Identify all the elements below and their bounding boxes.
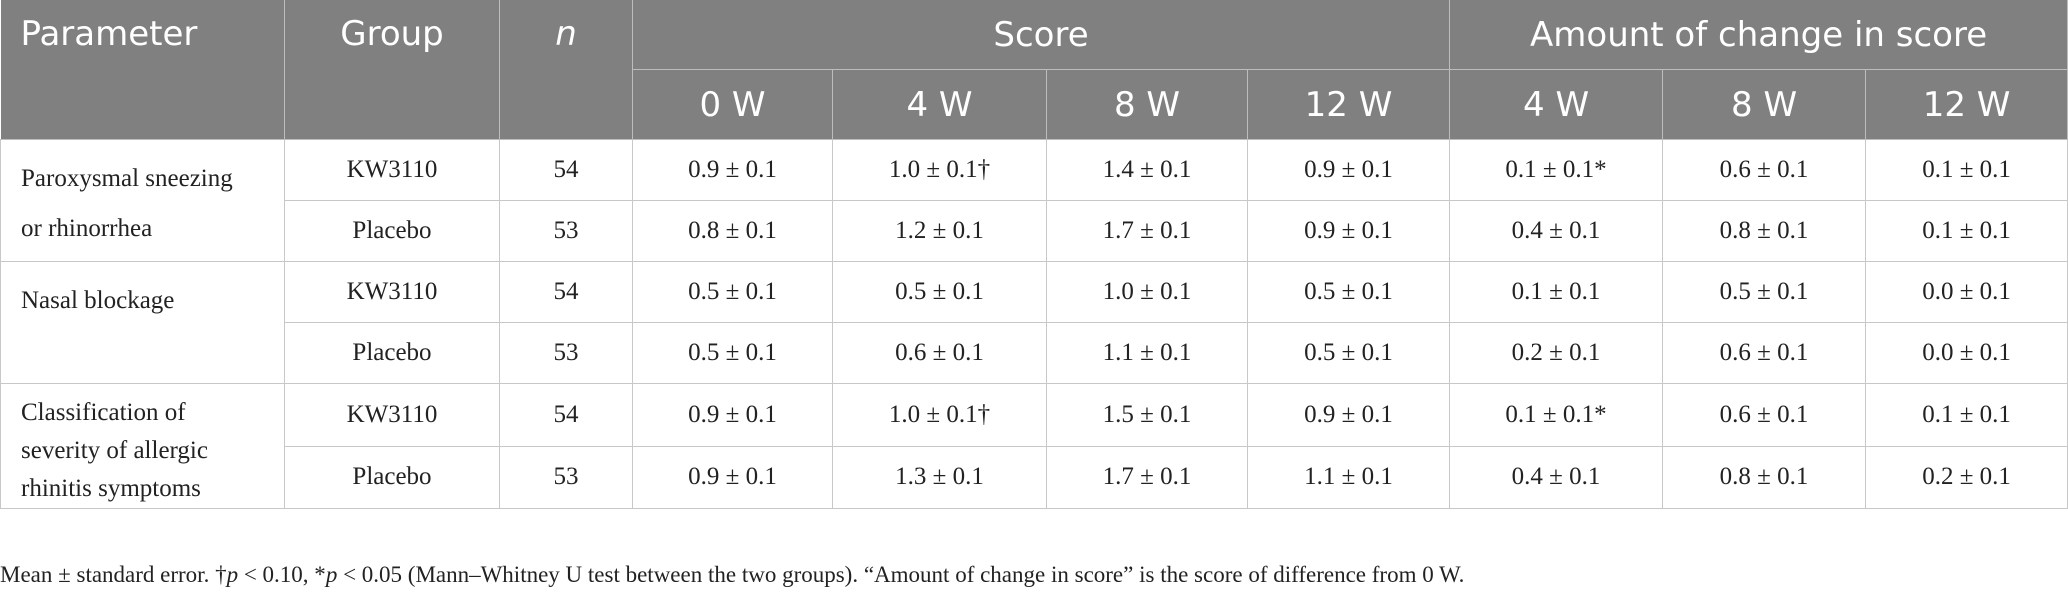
n-cell: 54 <box>499 261 633 323</box>
change-cell: 0.6 ± 0.1 <box>1662 139 1867 201</box>
group-cell: KW3110 <box>284 139 500 201</box>
change-cell: 0.6 ± 0.1 <box>1662 322 1867 384</box>
parameter-line: Classification of <box>21 399 186 426</box>
score-cell: 0.9 ± 0.1 <box>1246 383 1451 447</box>
change-cell: 0.4 ± 0.1 <box>1449 200 1664 262</box>
parameter-cell: Classification of severity of allergic r… <box>0 383 285 509</box>
table-footnote: Mean ± standard error. †p < 0.10, *p < 0… <box>0 562 2068 588</box>
n-cell: 53 <box>499 445 633 509</box>
group-cell: Placebo <box>284 445 500 509</box>
header-change-week: 8 W <box>1662 69 1867 140</box>
header-change-week: 12 W <box>1865 69 2068 140</box>
change-cell: 0.1 ± 0.1* <box>1449 383 1664 447</box>
header-change: Amount of change in score <box>1449 0 2068 70</box>
score-cell: 1.2 ± 0.1 <box>832 200 1047 262</box>
score-cell: 0.5 ± 0.1 <box>632 261 833 323</box>
n-cell: 54 <box>499 139 633 201</box>
header-score-week: 0 W <box>632 69 833 140</box>
table-row: Placebo 53 0.8 ± 0.1 1.2 ± 0.1 1.7 ± 0.1… <box>1 200 2068 262</box>
parameter-cell: Paroxysmal sneezing or rhinorrhea <box>0 139 285 262</box>
change-cell: 0.1 ± 0.1 <box>1449 261 1664 323</box>
change-cell: 0.1 ± 0.1 <box>1865 383 2068 447</box>
table-row: Placebo 53 0.9 ± 0.1 1.3 ± 0.1 1.7 ± 0.1… <box>1 445 2068 509</box>
change-cell: 0.1 ± 0.1 <box>1865 200 2068 262</box>
header-parameter: Parameter <box>0 0 285 140</box>
results-table: Parameter Group n Score Amount of change… <box>0 0 2068 509</box>
table-row: Placebo 53 0.5 ± 0.1 0.6 ± 0.1 1.1 ± 0.1… <box>1 322 2068 384</box>
change-cell: 0.2 ± 0.1 <box>1449 322 1664 384</box>
header-group: Group <box>284 0 500 140</box>
footnote-text: < 0.05 (Mann–Whitney U test between the … <box>337 562 1465 587</box>
table-header: Parameter Group n Score Amount of change… <box>0 0 2068 140</box>
footnote-p-symbol: p <box>226 562 239 587</box>
score-cell: 0.9 ± 0.1 <box>632 383 833 447</box>
change-cell: 0.2 ± 0.1 <box>1865 445 2068 509</box>
score-cell: 0.9 ± 0.1 <box>632 139 833 201</box>
score-cell: 1.7 ± 0.1 <box>1046 200 1248 262</box>
header-score-week: 12 W <box>1247 69 1451 140</box>
parameter-line: Paroxysmal sneezing <box>21 165 233 192</box>
score-cell: 1.7 ± 0.1 <box>1046 445 1248 509</box>
change-cell: 0.4 ± 0.1 <box>1449 445 1664 509</box>
score-cell: 1.5 ± 0.1 <box>1046 383 1248 447</box>
parameter-cell: Nasal blockage <box>0 261 285 384</box>
change-cell: 0.6 ± 0.1 <box>1662 383 1867 447</box>
change-cell: 0.1 ± 0.1 <box>1865 139 2068 201</box>
footnote-text: Mean ± standard error. † <box>0 562 227 587</box>
score-cell: 0.6 ± 0.1 <box>832 322 1047 384</box>
table-body: Paroxysmal sneezing or rhinorrhea KW3110… <box>0 139 2068 509</box>
score-cell: 0.5 ± 0.1 <box>1246 322 1451 384</box>
n-cell: 54 <box>499 383 633 447</box>
parameter-line: Nasal blockage <box>21 287 175 314</box>
change-cell: 0.0 ± 0.1 <box>1865 322 2068 384</box>
score-cell: 1.3 ± 0.1 <box>832 445 1047 509</box>
header-change-week: 4 W <box>1449 69 1664 140</box>
score-cell: 1.0 ± 0.1† <box>832 383 1047 447</box>
header-score-week: 8 W <box>1046 69 1248 140</box>
group-cell: KW3110 <box>284 261 500 323</box>
parameter-line: rhinitis symptoms <box>21 475 201 502</box>
change-cell: 0.1 ± 0.1* <box>1449 139 1664 201</box>
group-cell: KW3110 <box>284 383 500 447</box>
footnote-text: < 0.10, * <box>238 562 326 587</box>
parameter-line: or rhinorrhea <box>21 215 153 242</box>
parameter-line: severity of allergic <box>21 437 208 464</box>
score-cell: 0.5 ± 0.1 <box>832 261 1047 323</box>
group-cell: Placebo <box>284 200 500 262</box>
table-row: Nasal blockage KW3110 54 0.5 ± 0.1 0.5 ±… <box>0 261 2068 384</box>
table-row: Classification of severity of allergic r… <box>0 383 2068 509</box>
group-cell: Placebo <box>284 322 500 384</box>
change-cell: 0.8 ± 0.1 <box>1662 200 1867 262</box>
n-cell: 53 <box>499 322 633 384</box>
score-cell: 0.9 ± 0.1 <box>632 445 833 509</box>
header-score: Score <box>632 0 1451 70</box>
change-cell: 0.5 ± 0.1 <box>1662 261 1867 323</box>
score-cell: 0.9 ± 0.1 <box>1246 200 1451 262</box>
footnote-p-symbol: p <box>325 562 338 587</box>
score-cell: 0.8 ± 0.1 <box>632 200 833 262</box>
results-table-container: Parameter Group n Score Amount of change… <box>0 0 2068 509</box>
score-cell: 1.0 ± 0.1 <box>1046 261 1248 323</box>
score-cell: 0.5 ± 0.1 <box>1246 261 1451 323</box>
n-cell: 53 <box>499 200 633 262</box>
change-cell: 0.0 ± 0.1 <box>1865 261 2068 323</box>
header-n: n <box>499 0 633 140</box>
score-cell: 1.1 ± 0.1 <box>1046 322 1248 384</box>
change-cell: 0.8 ± 0.1 <box>1662 445 1867 509</box>
score-cell: 0.9 ± 0.1 <box>1246 139 1451 201</box>
score-cell: 1.0 ± 0.1† <box>832 139 1047 201</box>
score-cell: 0.5 ± 0.1 <box>632 322 833 384</box>
header-score-week: 4 W <box>832 69 1047 140</box>
score-cell: 1.4 ± 0.1 <box>1046 139 1248 201</box>
score-cell: 1.1 ± 0.1 <box>1246 445 1451 509</box>
table-row: Paroxysmal sneezing or rhinorrhea KW3110… <box>0 139 2068 262</box>
